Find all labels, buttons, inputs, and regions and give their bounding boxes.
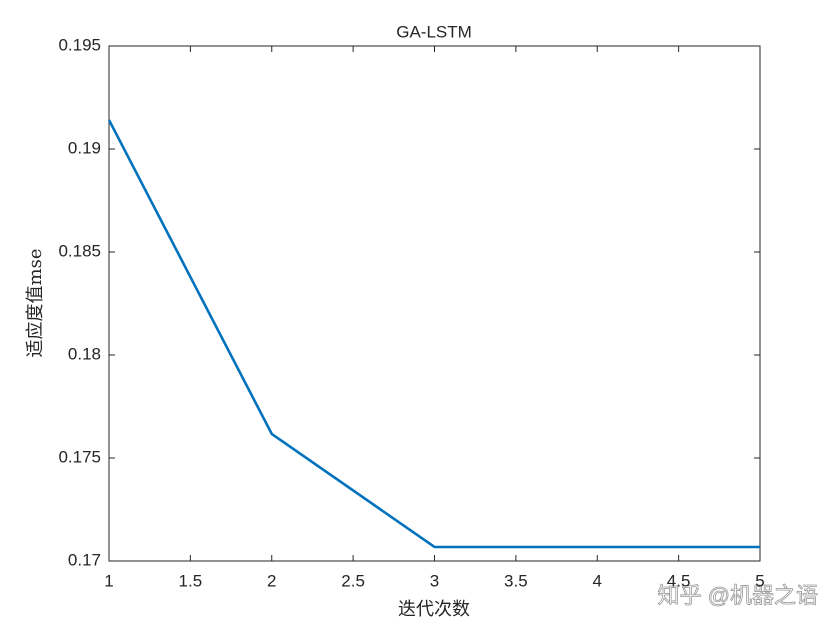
x-tick-label: 1.5 xyxy=(179,571,203,590)
watermark: 知乎 @机器之语 xyxy=(658,583,818,608)
y-tick-label: 0.18 xyxy=(68,344,101,363)
x-tick-label: 5 xyxy=(755,571,764,590)
x-tick-label: 4.5 xyxy=(667,571,691,590)
data-line xyxy=(107,119,760,549)
x-tick-label: 2 xyxy=(267,571,276,590)
y-tick-label: 0.185 xyxy=(58,241,101,260)
x-tick-label: 2.5 xyxy=(341,571,365,590)
x-axis-label: 迭代次数 xyxy=(398,599,470,620)
y-tick-label: 0.19 xyxy=(68,138,101,157)
y-tick-label: 0.195 xyxy=(58,35,101,54)
y-tick-label: 0.17 xyxy=(68,550,101,569)
y-tick-label: 0.175 xyxy=(58,447,101,466)
x-tick-label: 3 xyxy=(430,571,439,590)
x-tick-label: 3.5 xyxy=(504,571,528,590)
y-axis-label: 适应度值mse xyxy=(25,249,46,358)
x-tick-label: 4 xyxy=(593,571,602,590)
x-tick-label: 1 xyxy=(104,571,113,590)
chart-title: GA-LSTM xyxy=(396,22,472,41)
